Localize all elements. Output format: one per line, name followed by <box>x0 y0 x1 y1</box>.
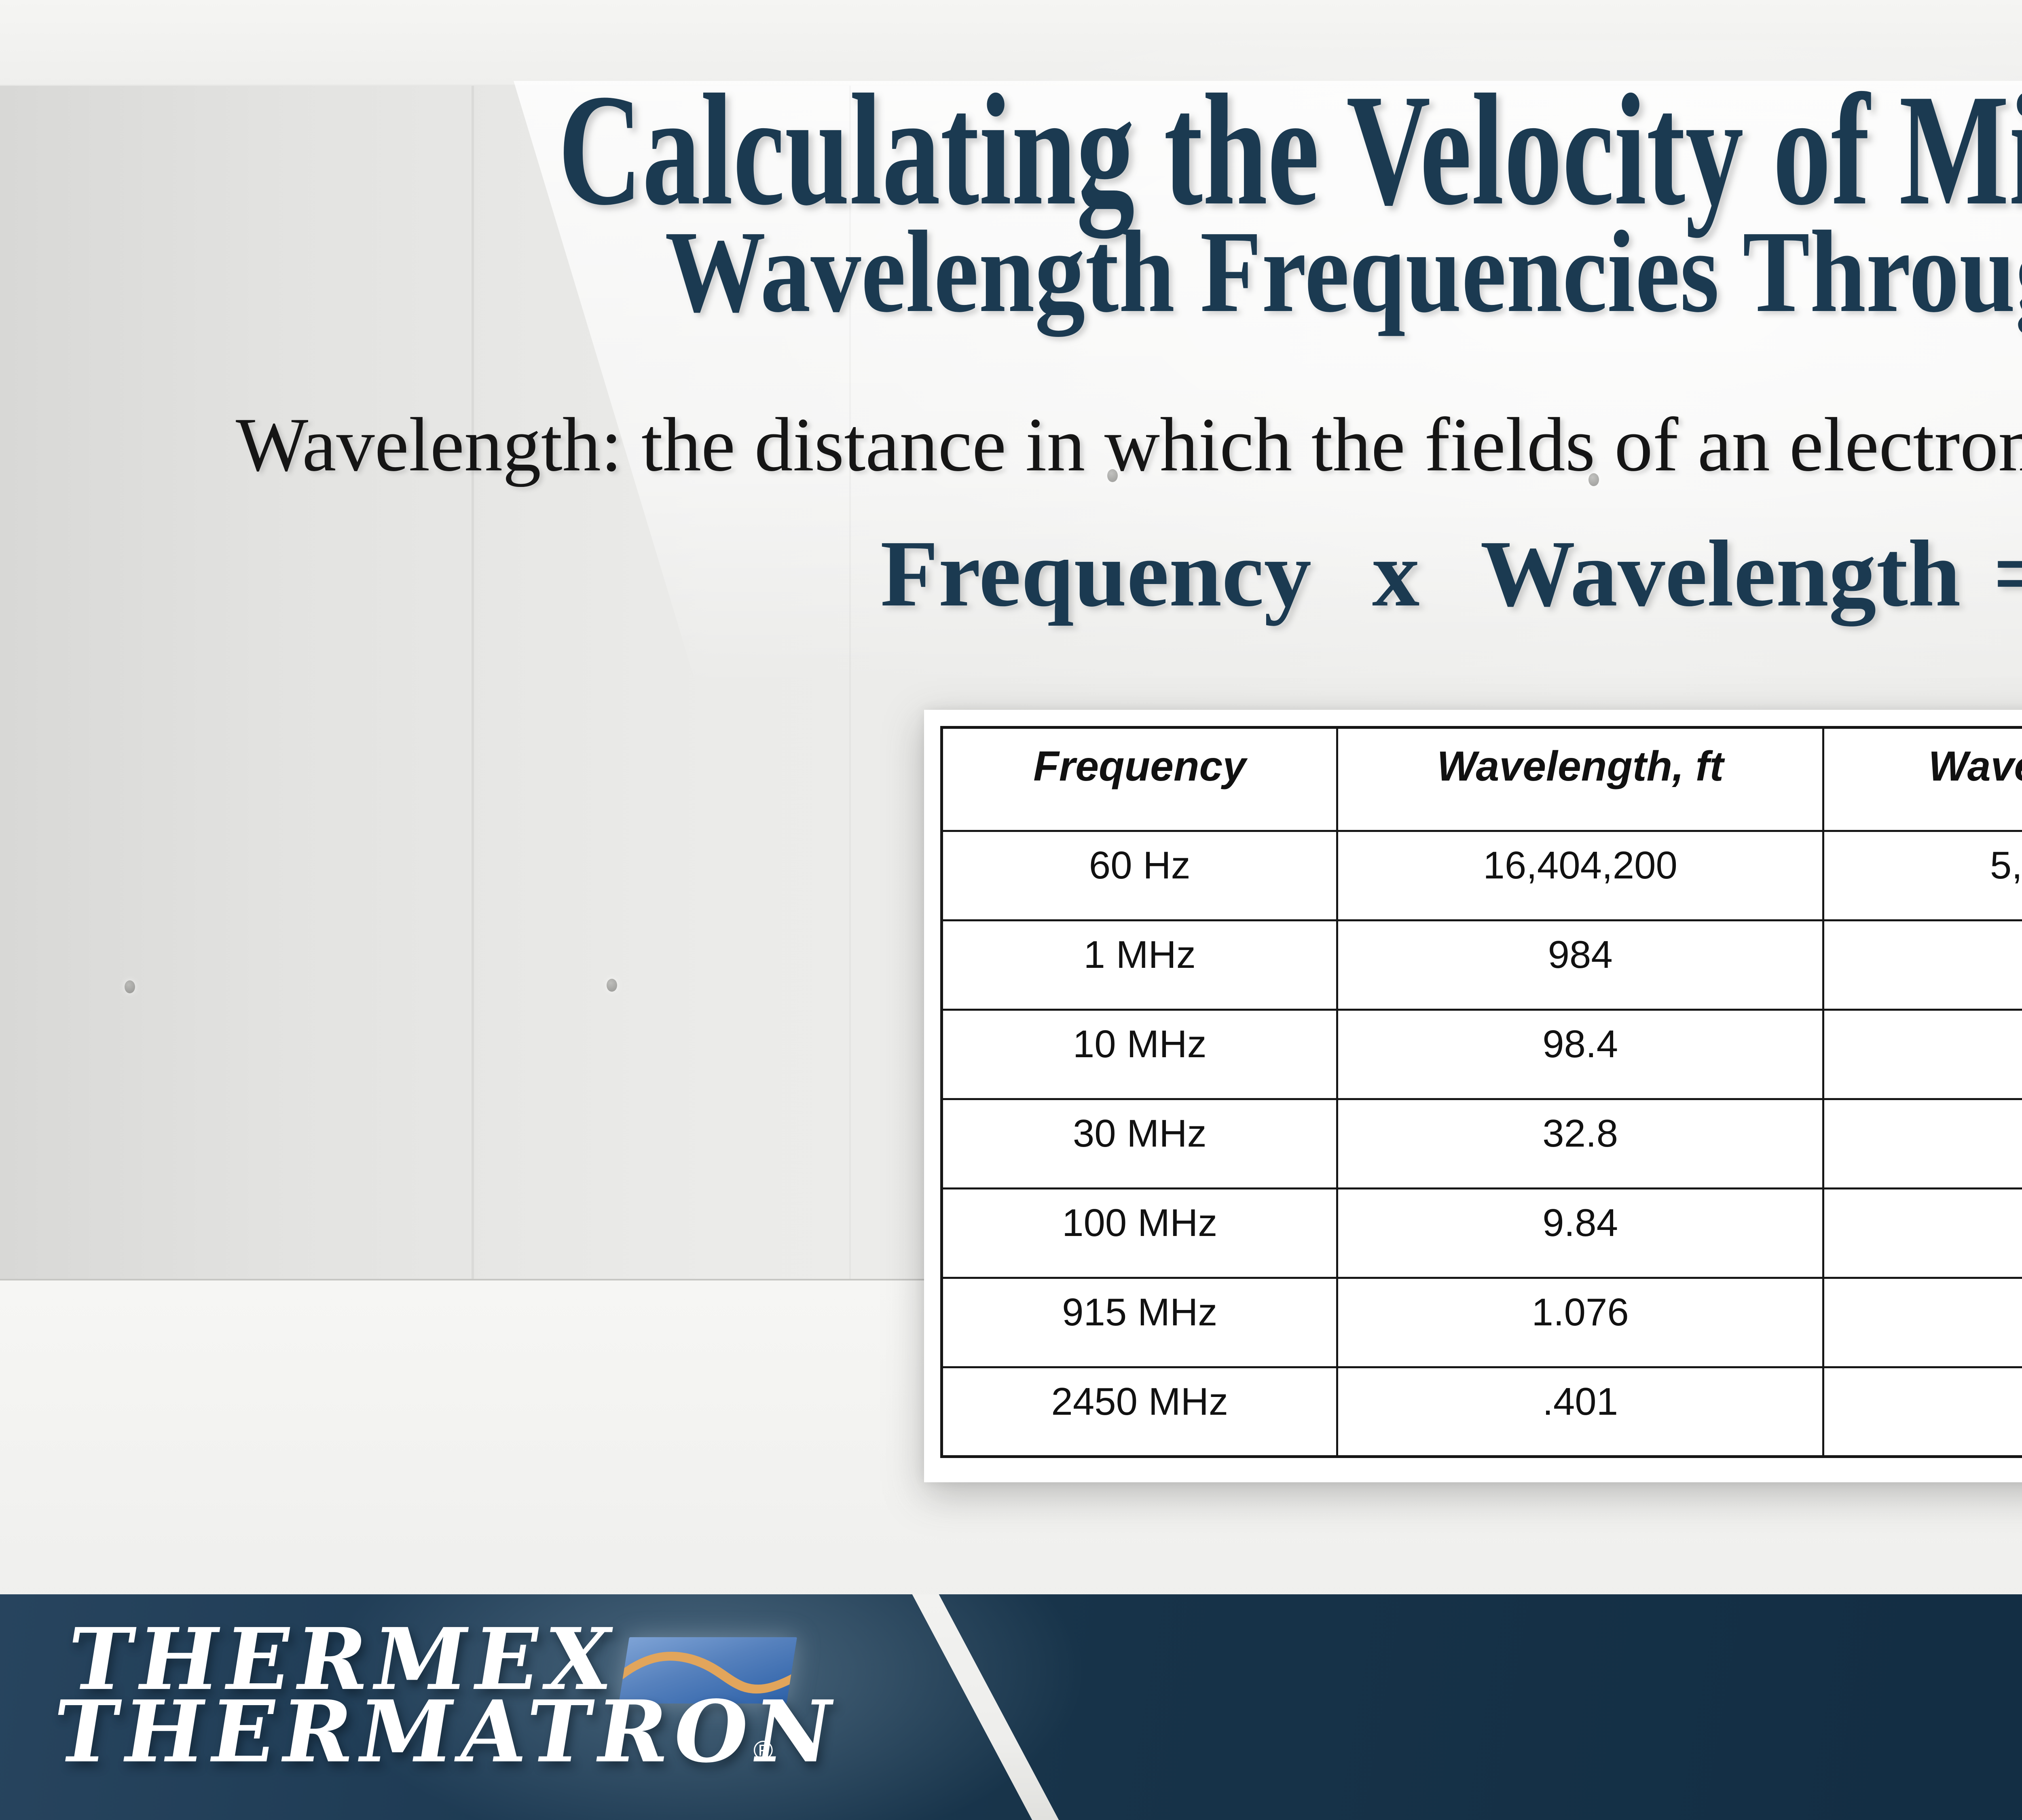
table-cell: .328 <box>1822 1277 2022 1368</box>
table-cell: 984 <box>1336 919 1824 1011</box>
frequency-table-panel: Frequency Wavelength, ft Wavelength, m 6… <box>924 710 2022 1482</box>
table-cell: 9.84 <box>1336 1187 1824 1279</box>
table-row: 10 MHz 98.4 30 <box>940 1009 2022 1100</box>
brand-name-thermatron: THERMATRON <box>47 1682 847 1782</box>
table-cell: 98.4 <box>1336 1009 1824 1100</box>
table-cell: 32.8 <box>1336 1098 1824 1189</box>
page-subtitle: Wavelength Frequencies Through Free Spac… <box>24 204 2022 339</box>
table-header-row: Frequency Wavelength, ft Wavelength, m <box>940 726 2022 832</box>
brand-logo: THERMEX THERMATRON ® <box>47 1594 978 1820</box>
table-cell: 1 MHz <box>940 919 1339 1011</box>
table-row: 60 Hz 16,404,200 5,000,000 <box>940 830 2022 921</box>
wall-screw-dot <box>1107 469 1118 482</box>
formula-term-frequency: Frequency <box>880 521 1311 626</box>
wall-screw-dot <box>607 979 617 992</box>
registered-trademark-icon: ® <box>753 1735 773 1765</box>
page-title: Calculating the Velocity of Microwave En… <box>24 58 2022 242</box>
sine-wave-icon <box>619 1637 797 1704</box>
table-cell: .401 <box>1336 1366 1824 1458</box>
equals-sign: = <box>1993 521 2022 626</box>
table-cell: 16,404,200 <box>1336 830 1824 921</box>
multiplication-sign: x <box>1372 521 1420 626</box>
wall-corner-left <box>472 86 474 1279</box>
column-header-wavelength-m: Wavelength, m <box>1822 726 2022 832</box>
footer: THERMEX THERMATRON ® <box>0 1594 2022 1820</box>
wavelength-definition-text: Wavelength: the distance in which the fi… <box>236 402 2022 487</box>
table-cell: 1.076 <box>1336 1277 1824 1368</box>
projector-light-trapezoid <box>514 81 2022 688</box>
footer-navy-band <box>0 1594 2022 1820</box>
table-row: 1 MHz 984 300 <box>940 919 2022 1011</box>
table-cell: .122 <box>1822 1366 2022 1458</box>
table-cell: 915 MHz <box>940 1277 1339 1368</box>
column-header-frequency: Frequency <box>940 726 1339 832</box>
wall-screw-dot <box>125 980 135 993</box>
table-cell: 2450 MHz <box>940 1366 1339 1458</box>
formula-term-wavelength: Wavelength <box>1480 521 1961 626</box>
table-cell: 5,000,000 <box>1822 830 2022 921</box>
page-subtitle-text: Wavelength Frequencies Through Free Spac… <box>665 207 2022 336</box>
frequency-wavelength-table: Frequency Wavelength, ft Wavelength, m 6… <box>940 726 2022 1458</box>
table-cell: 3 <box>1822 1187 2022 1279</box>
table-cell: 30 MHz <box>940 1098 1339 1189</box>
table-cell: 60 Hz <box>940 830 1339 921</box>
table-cell: 10 MHz <box>940 1009 1339 1100</box>
table-cell: 10 <box>1822 1098 2022 1189</box>
table-cell: 300 <box>1822 919 2022 1011</box>
wavelength-definition: Wavelength: the distance in which the fi… <box>24 401 2022 489</box>
column-header-wavelength-ft: Wavelength, ft <box>1336 726 1824 832</box>
table-row: 30 MHz 32.8 10 <box>940 1098 2022 1189</box>
table-row: 915 MHz 1.076 .328 <box>940 1277 2022 1368</box>
table-row: 2450 MHz .401 .122 <box>940 1366 2022 1458</box>
table-cell: 30 <box>1822 1009 2022 1100</box>
wall-screw-dot <box>1588 473 1599 486</box>
table-cell: 100 MHz <box>940 1187 1339 1279</box>
table-row: 100 MHz 9.84 3 <box>940 1187 2022 1279</box>
page-title-text: Calculating the Velocity of Microwave En… <box>558 61 2022 238</box>
